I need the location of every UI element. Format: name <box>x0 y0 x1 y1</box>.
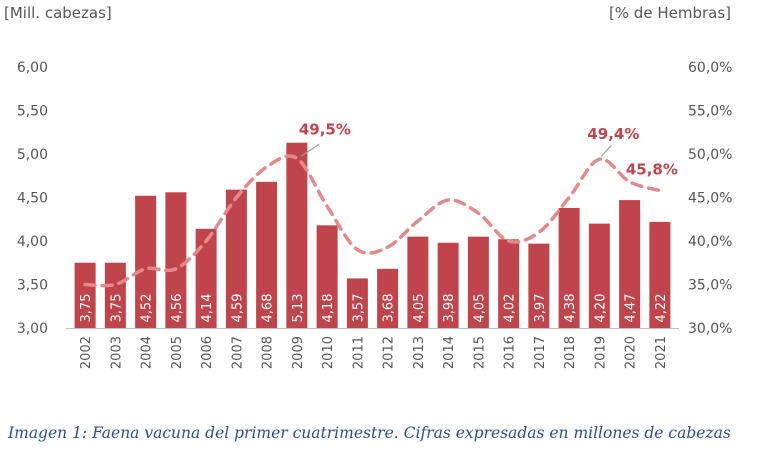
left-tick-label: 4,50 <box>17 191 48 207</box>
bar <box>74 262 96 328</box>
bar <box>467 236 489 328</box>
x-tick-label: 2004 <box>140 336 155 369</box>
bar-value-label: 4,14 <box>200 294 215 323</box>
left-axis-title: [Mill. cabezas] <box>4 4 112 22</box>
x-tick-label: 2017 <box>533 336 548 369</box>
x-tick-label: 2018 <box>563 336 578 369</box>
bar-value-label: 3,75 <box>79 294 94 323</box>
bar <box>649 221 671 328</box>
x-tick-label: 2016 <box>503 336 518 369</box>
right-tick-label: 45,0% <box>688 191 732 207</box>
bar-value-label: 3,98 <box>442 294 457 323</box>
right-tick-label: 60,0% <box>688 60 732 76</box>
right-tick-label: 40,0% <box>688 234 732 250</box>
annotation-leader-line <box>300 143 320 157</box>
x-tick-label: 2008 <box>261 336 276 369</box>
bar-value-label: 4,47 <box>624 294 639 323</box>
x-tick-label: 2021 <box>654 336 669 369</box>
left-tick-label: 5,00 <box>17 147 48 163</box>
x-tick-label: 2020 <box>624 336 639 369</box>
x-tick-label: 2010 <box>321 336 336 369</box>
x-tick-label: 2019 <box>593 336 608 369</box>
bar-value-label: 4,59 <box>230 294 245 323</box>
bar <box>165 192 187 328</box>
bar-value-label: 4,38 <box>563 294 578 323</box>
right-tick-label: 55,0% <box>688 104 732 120</box>
left-tick-label: 3,50 <box>17 278 48 294</box>
annotation-label: 49,4% <box>587 125 639 143</box>
x-tick-label: 2007 <box>230 336 245 369</box>
bar <box>135 195 157 328</box>
bar <box>528 243 550 328</box>
right-axis-title: [% de Hembras] <box>609 4 731 22</box>
x-tick-label: 2013 <box>412 336 427 369</box>
bar-value-label: 4,05 <box>412 294 427 323</box>
x-tick-label: 2005 <box>170 336 185 369</box>
bar-value-label: 3,57 <box>351 294 366 323</box>
bar-value-label: 3,75 <box>109 294 124 323</box>
bar <box>619 200 641 328</box>
bar-value-label: 4,56 <box>170 294 185 323</box>
bar <box>407 236 429 328</box>
bar-value-label: 4,18 <box>321 294 336 323</box>
bar-value-label: 3,97 <box>533 294 548 323</box>
bar <box>377 268 399 328</box>
bar <box>498 239 520 328</box>
bar-value-label: 4,05 <box>472 294 487 323</box>
bar-value-label: 4,52 <box>140 294 155 323</box>
annotation-leader-line <box>600 144 612 157</box>
bar <box>195 228 217 328</box>
bar <box>588 223 610 328</box>
annotation-label: 45,8% <box>626 161 678 179</box>
bar-value-label: 4,22 <box>654 294 669 323</box>
bar-value-label: 4,02 <box>503 294 518 323</box>
bar-value-label: 5,13 <box>291 294 306 323</box>
figure-caption: Imagen 1: Faena vacuna del primer cuatri… <box>8 424 731 442</box>
x-tick-label: 2015 <box>472 336 487 369</box>
bar <box>558 207 580 328</box>
bar <box>316 225 338 328</box>
bar <box>256 181 278 328</box>
x-tick-label: 2012 <box>382 336 397 369</box>
bar <box>286 142 308 328</box>
bar <box>437 242 459 328</box>
x-tick-label: 2003 <box>109 336 124 369</box>
female-share-line <box>83 154 662 288</box>
x-tick-label: 2014 <box>442 336 457 369</box>
x-tick-label: 2006 <box>200 336 215 369</box>
left-tick-label: 4,00 <box>17 234 48 250</box>
bar <box>225 189 247 328</box>
left-tick-label: 3,00 <box>17 321 48 337</box>
chart: [Mill. cabezas] [% de Hembras] 3,00 3,50 4,0… <box>4 4 732 369</box>
left-tick-label: 5,50 <box>17 104 48 120</box>
right-tick-label: 35,0% <box>688 278 732 294</box>
right-tick-label: 50,0% <box>688 147 732 163</box>
x-tick-label: 2011 <box>351 336 366 369</box>
annotation-label: 49,5% <box>299 120 351 138</box>
x-tick-label: 2009 <box>291 336 306 369</box>
bar-value-label: 4,20 <box>593 294 608 323</box>
x-tick-label: 2002 <box>79 336 94 369</box>
bar-value-label: 3,68 <box>382 294 397 323</box>
right-tick-label: 30,0% <box>688 321 732 337</box>
bar <box>346 278 368 328</box>
bar-value-label: 4,68 <box>261 294 276 323</box>
left-tick-label: 6,00 <box>17 60 48 76</box>
bar <box>104 262 126 328</box>
